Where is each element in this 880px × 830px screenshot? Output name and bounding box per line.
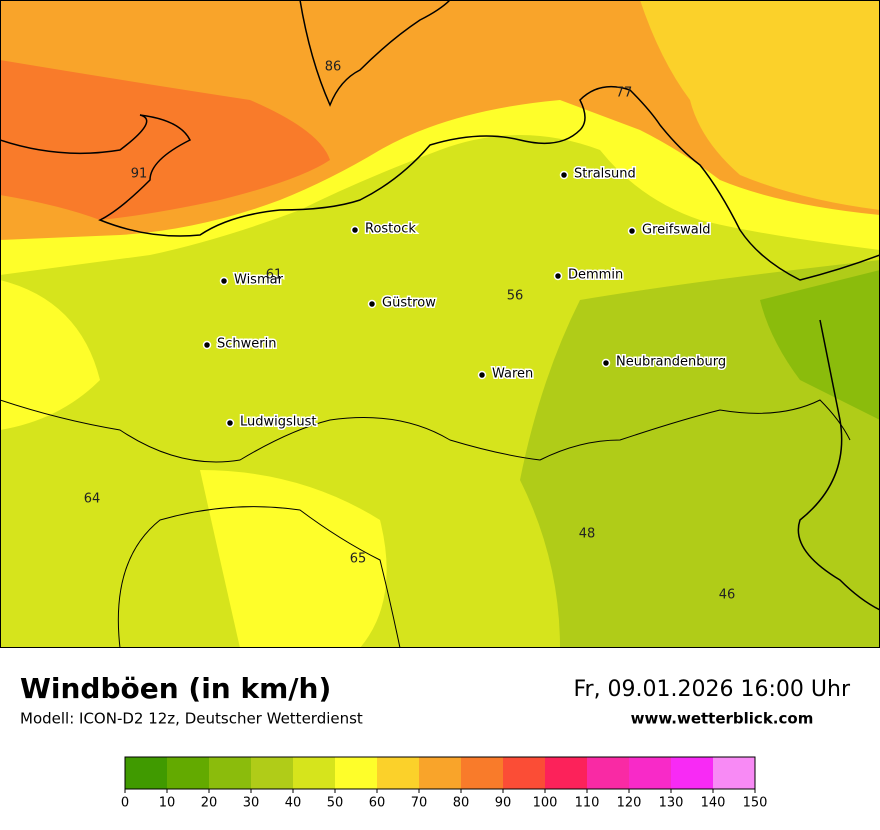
tick-label: 10 — [159, 796, 176, 811]
city-label: Wismar — [234, 273, 284, 288]
color-swatch — [629, 757, 671, 789]
color-swatch — [503, 757, 545, 789]
tick-label: 60 — [369, 796, 386, 811]
color-swatch — [461, 757, 503, 789]
city-label: Neubrandenburg — [616, 355, 726, 370]
color-swatch — [209, 757, 251, 789]
city-dot — [219, 276, 229, 286]
gust-value: 48 — [579, 527, 596, 542]
gust-value: 46 — [719, 588, 736, 603]
city-label: Ludwigslust — [240, 415, 317, 430]
tick-label: 110 — [575, 796, 600, 811]
color-swatch — [377, 757, 419, 789]
datetime: Fr, 09.01.2026 16:00 Uhr — [573, 677, 850, 702]
coastline — [0, 85, 880, 281]
gust-value: 86 — [325, 60, 342, 75]
city-dot — [601, 358, 611, 368]
country-border — [797, 319, 880, 611]
color-swatch — [419, 757, 461, 789]
tick-label: 80 — [453, 796, 470, 811]
tick-label: 30 — [243, 796, 260, 811]
tick-label: 90 — [495, 796, 512, 811]
gust-value: 91 — [131, 167, 148, 182]
color-swatch — [713, 757, 755, 789]
state-border — [117, 506, 401, 649]
coastline — [299, 0, 451, 107]
tick-label: 150 — [743, 796, 768, 811]
color-swatch — [293, 757, 335, 789]
tick-label: 20 — [201, 796, 218, 811]
city-label: Greifswald — [642, 223, 711, 238]
yellow-patch — [0, 280, 100, 430]
city-dot — [627, 226, 637, 236]
city-label: Demmin — [568, 268, 623, 283]
city-label: Stralsund — [574, 167, 636, 182]
model-info: Modell: ICON-D2 12z, Deutscher Wetterdie… — [20, 710, 363, 728]
tick-label: 0 — [121, 796, 129, 811]
gust-value: 77 — [616, 86, 633, 101]
light-orange-zone — [640, 0, 880, 210]
city-dot — [367, 299, 377, 309]
tick-label: 70 — [411, 796, 428, 811]
city-dot — [225, 418, 235, 428]
dark-orange-zone — [0, 60, 330, 220]
tick-label: 140 — [701, 796, 726, 811]
city-label: Schwerin — [217, 337, 276, 352]
tick-label: 130 — [659, 796, 684, 811]
city-dot — [202, 340, 212, 350]
color-swatch — [335, 757, 377, 789]
map: Stralsund Rostock Greifswald Wismar Demmin Gü… — [0, 0, 880, 649]
gust-value: 64 — [84, 492, 101, 507]
tick-label: 120 — [617, 796, 642, 811]
color-swatch — [545, 757, 587, 789]
yellow-patch — [200, 470, 387, 648]
color-swatch — [587, 757, 629, 789]
color-swatch — [167, 757, 209, 789]
colorbar-frame — [124, 756, 756, 790]
city-label: Waren — [492, 367, 533, 382]
dark-green-zone — [760, 270, 880, 420]
city-dot — [553, 271, 563, 281]
tick-label: 100 — [533, 796, 558, 811]
gust-value: 61 — [266, 268, 283, 283]
city-dot — [477, 370, 487, 380]
city-label: Rostock — [365, 222, 416, 237]
city-label: Güstrow — [382, 296, 436, 311]
colorbar: 0 10 20 30 40 50 60 70 80 90 100 110 120 130 140 150 — [121, 756, 768, 811]
color-swatch — [125, 757, 167, 789]
tick-label: 40 — [285, 796, 302, 811]
gust-value: 65 — [350, 552, 367, 567]
title: Windböen (in km/h) — [20, 672, 331, 705]
color-swatch — [251, 757, 293, 789]
tick-label: 50 — [327, 796, 344, 811]
website: www.wetterblick.com — [631, 710, 814, 728]
state-border — [0, 399, 851, 463]
color-swatch — [671, 757, 713, 789]
city-dot — [350, 225, 360, 235]
gust-value: 56 — [507, 289, 524, 304]
city-dot — [559, 170, 569, 180]
